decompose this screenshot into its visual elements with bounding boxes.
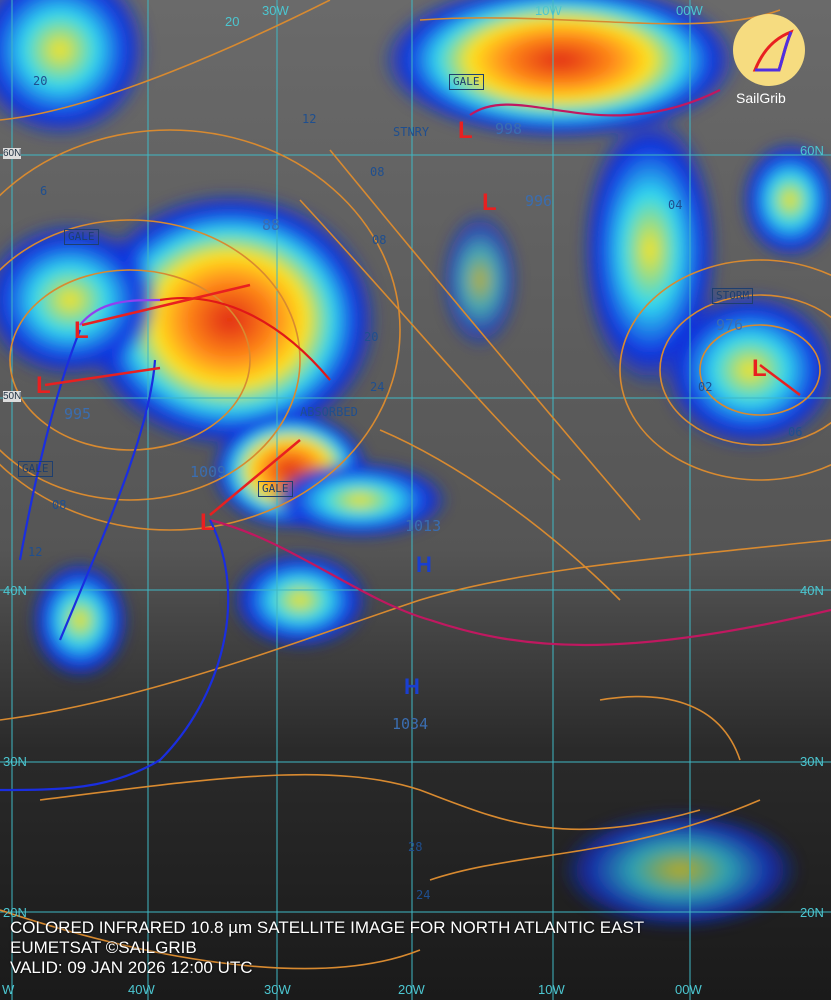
pressure-center: 88 — [262, 216, 281, 234]
grid-label: 20 — [225, 14, 240, 29]
grid-label: W — [2, 982, 15, 997]
warning-label: GALE — [258, 481, 293, 497]
grid-label: 00W — [675, 982, 702, 997]
low-symbols: L L L L L L — [36, 117, 767, 536]
pressure-center: 995 — [64, 405, 92, 423]
grid-label: 50N — [3, 391, 22, 402]
grid-label: 00W — [676, 3, 703, 18]
caption-title: COLORED INFRARED 10.8 µm SATELLITE IMAGE… — [10, 918, 645, 937]
grid-label: 30N — [3, 754, 27, 769]
grid-label: 40N — [3, 583, 27, 598]
isobar-label: 20 — [364, 330, 379, 344]
svg-text:L: L — [74, 317, 89, 344]
grid-label: 20W — [398, 982, 425, 997]
isobars — [0, 0, 831, 970]
isobar-label: 24 — [416, 888, 431, 902]
isobar-label: 28 — [408, 840, 423, 854]
pressure-center: 1034 — [392, 715, 429, 733]
isobar-label: 08 — [372, 233, 387, 247]
grid-label: 30W — [264, 982, 291, 997]
sailgrib-logo — [733, 14, 805, 86]
svg-text:L: L — [458, 117, 473, 144]
isobar-label: 20 — [33, 74, 48, 88]
pressure-center: 1013 — [405, 517, 442, 535]
low-tracks — [44, 283, 801, 516]
pressure-center: 976 — [716, 316, 744, 334]
grid-label: 60N — [800, 143, 824, 158]
caption-valid-time: VALID: 09 JAN 2026 12:00 UTC — [10, 958, 253, 977]
grid-label: 20N — [800, 905, 824, 920]
isobar-label: 04 — [668, 198, 683, 212]
svg-text:L: L — [200, 509, 215, 536]
isobar-label: 06 — [788, 425, 803, 439]
isobar-label: 08 — [52, 498, 67, 512]
svg-text:L: L — [482, 189, 497, 216]
high-pressure-symbol: H — [404, 674, 420, 699]
svg-text:L: L — [36, 372, 51, 399]
warning-label: STORM — [712, 288, 754, 304]
caption-source: EUMETSAT ©SAILGRIB — [10, 938, 197, 957]
grid-label: 20N — [3, 905, 27, 920]
grid-label: 60N — [3, 148, 22, 159]
warning-label: GALE — [449, 74, 484, 90]
pressure-center: 998 — [495, 120, 523, 138]
grid-label: 10W — [538, 982, 565, 997]
svg-text:L: L — [752, 355, 767, 382]
sail-icon — [752, 29, 794, 72]
fronts — [0, 89, 831, 792]
pressure-center: 1009 — [190, 463, 227, 481]
high-pressure-symbol: H — [416, 552, 432, 577]
pressure-center: 996 — [525, 192, 553, 210]
isobar-label: 12 — [302, 112, 317, 126]
grid-label: 30W — [262, 3, 289, 18]
warning-label: GALE — [18, 461, 53, 477]
grid-label: 40N — [800, 583, 824, 598]
front-type-label: STNRY — [393, 125, 430, 139]
grid-label: 10W — [535, 3, 562, 18]
isobar-label: 6 — [40, 184, 48, 198]
isobar-label: 12 — [28, 545, 43, 559]
isobar-label: 24 — [370, 380, 385, 394]
status-label: ABSORBED — [300, 405, 358, 419]
warning-label: GALE — [64, 229, 99, 245]
isobar-label: 02 — [698, 380, 713, 394]
grid-label: 30N — [800, 754, 824, 769]
isobar-label: 08 — [370, 165, 385, 179]
grid-label: 40W — [128, 982, 155, 997]
logo-text: SailGrib — [736, 90, 786, 106]
